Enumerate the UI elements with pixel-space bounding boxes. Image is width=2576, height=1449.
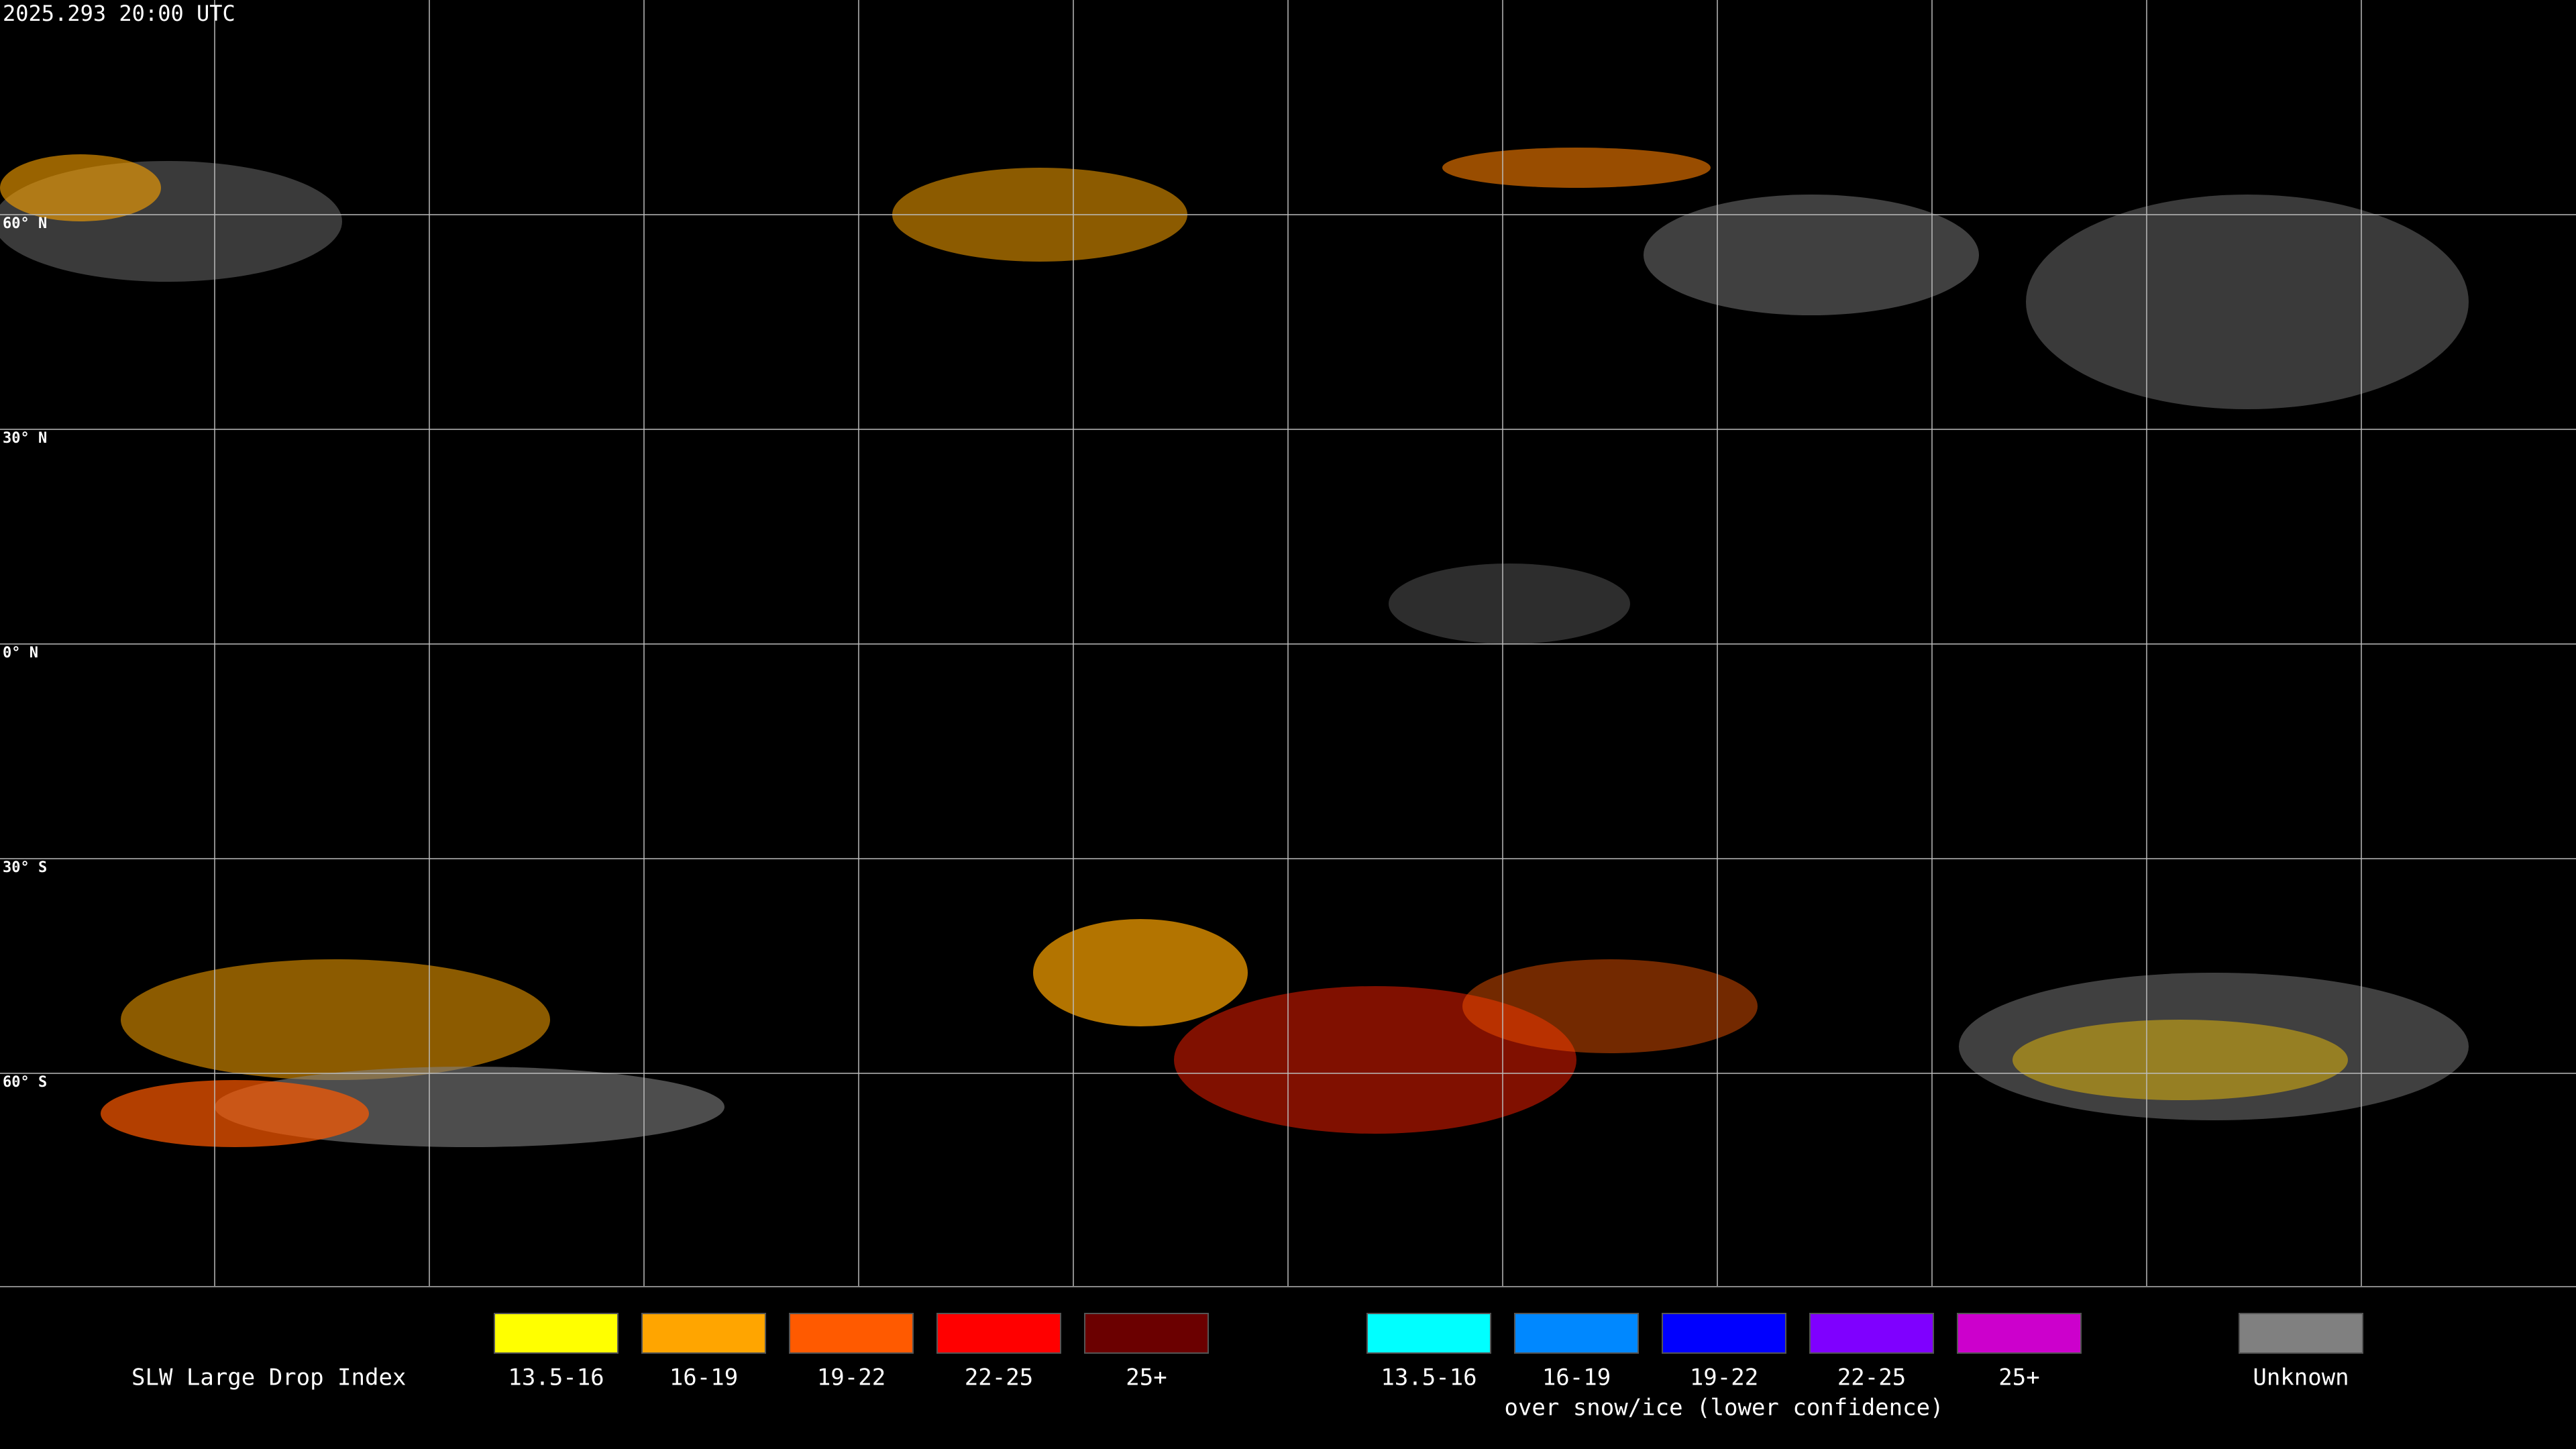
legend-label: 13.5-16 — [1381, 1364, 1477, 1391]
legend-label: 25+ — [1998, 1364, 2039, 1391]
timestamp: 2025.293 20:00 UTC — [3, 1, 235, 26]
legend-label: 19-22 — [1690, 1364, 1758, 1391]
latitude-label: 0° N — [3, 645, 38, 661]
latitude-label: 60° S — [3, 1074, 47, 1091]
legend-swatch — [1514, 1313, 1639, 1354]
legend-label: 25+ — [1126, 1364, 1167, 1391]
latitude-label: 30° N — [3, 430, 47, 447]
legend-label: 13.5-16 — [508, 1364, 604, 1391]
legend-label: 16-19 — [669, 1364, 738, 1391]
legend-label: 16-19 — [1542, 1364, 1611, 1391]
legend-label: 22-25 — [965, 1364, 1033, 1391]
legend-swatch — [936, 1313, 1061, 1354]
legend-swatch — [1366, 1313, 1491, 1354]
legend-label: Unknown — [2253, 1364, 2349, 1391]
cloud-field — [0, 148, 2469, 1147]
legend-swatch — [494, 1313, 619, 1354]
legend-swatch — [1662, 1313, 1786, 1354]
legend-swatch — [1084, 1313, 1209, 1354]
legend-swatch — [789, 1313, 914, 1354]
legend-caption: over snow/ice (lower confidence) — [1504, 1395, 1943, 1421]
legend-swatch — [641, 1313, 766, 1354]
legend-swatch — [2239, 1313, 2363, 1354]
graticule — [0, 0, 2576, 1287]
legend-swatch — [1957, 1313, 2082, 1354]
latitude-label: 30° S — [3, 859, 47, 876]
legend-title: SLW Large Drop Index — [131, 1364, 406, 1391]
legend-swatch — [1809, 1313, 1934, 1354]
latitude-label: 60° N — [3, 215, 47, 232]
legend-label: 19-22 — [817, 1364, 885, 1391]
legend-label: 22-25 — [1837, 1364, 1906, 1391]
